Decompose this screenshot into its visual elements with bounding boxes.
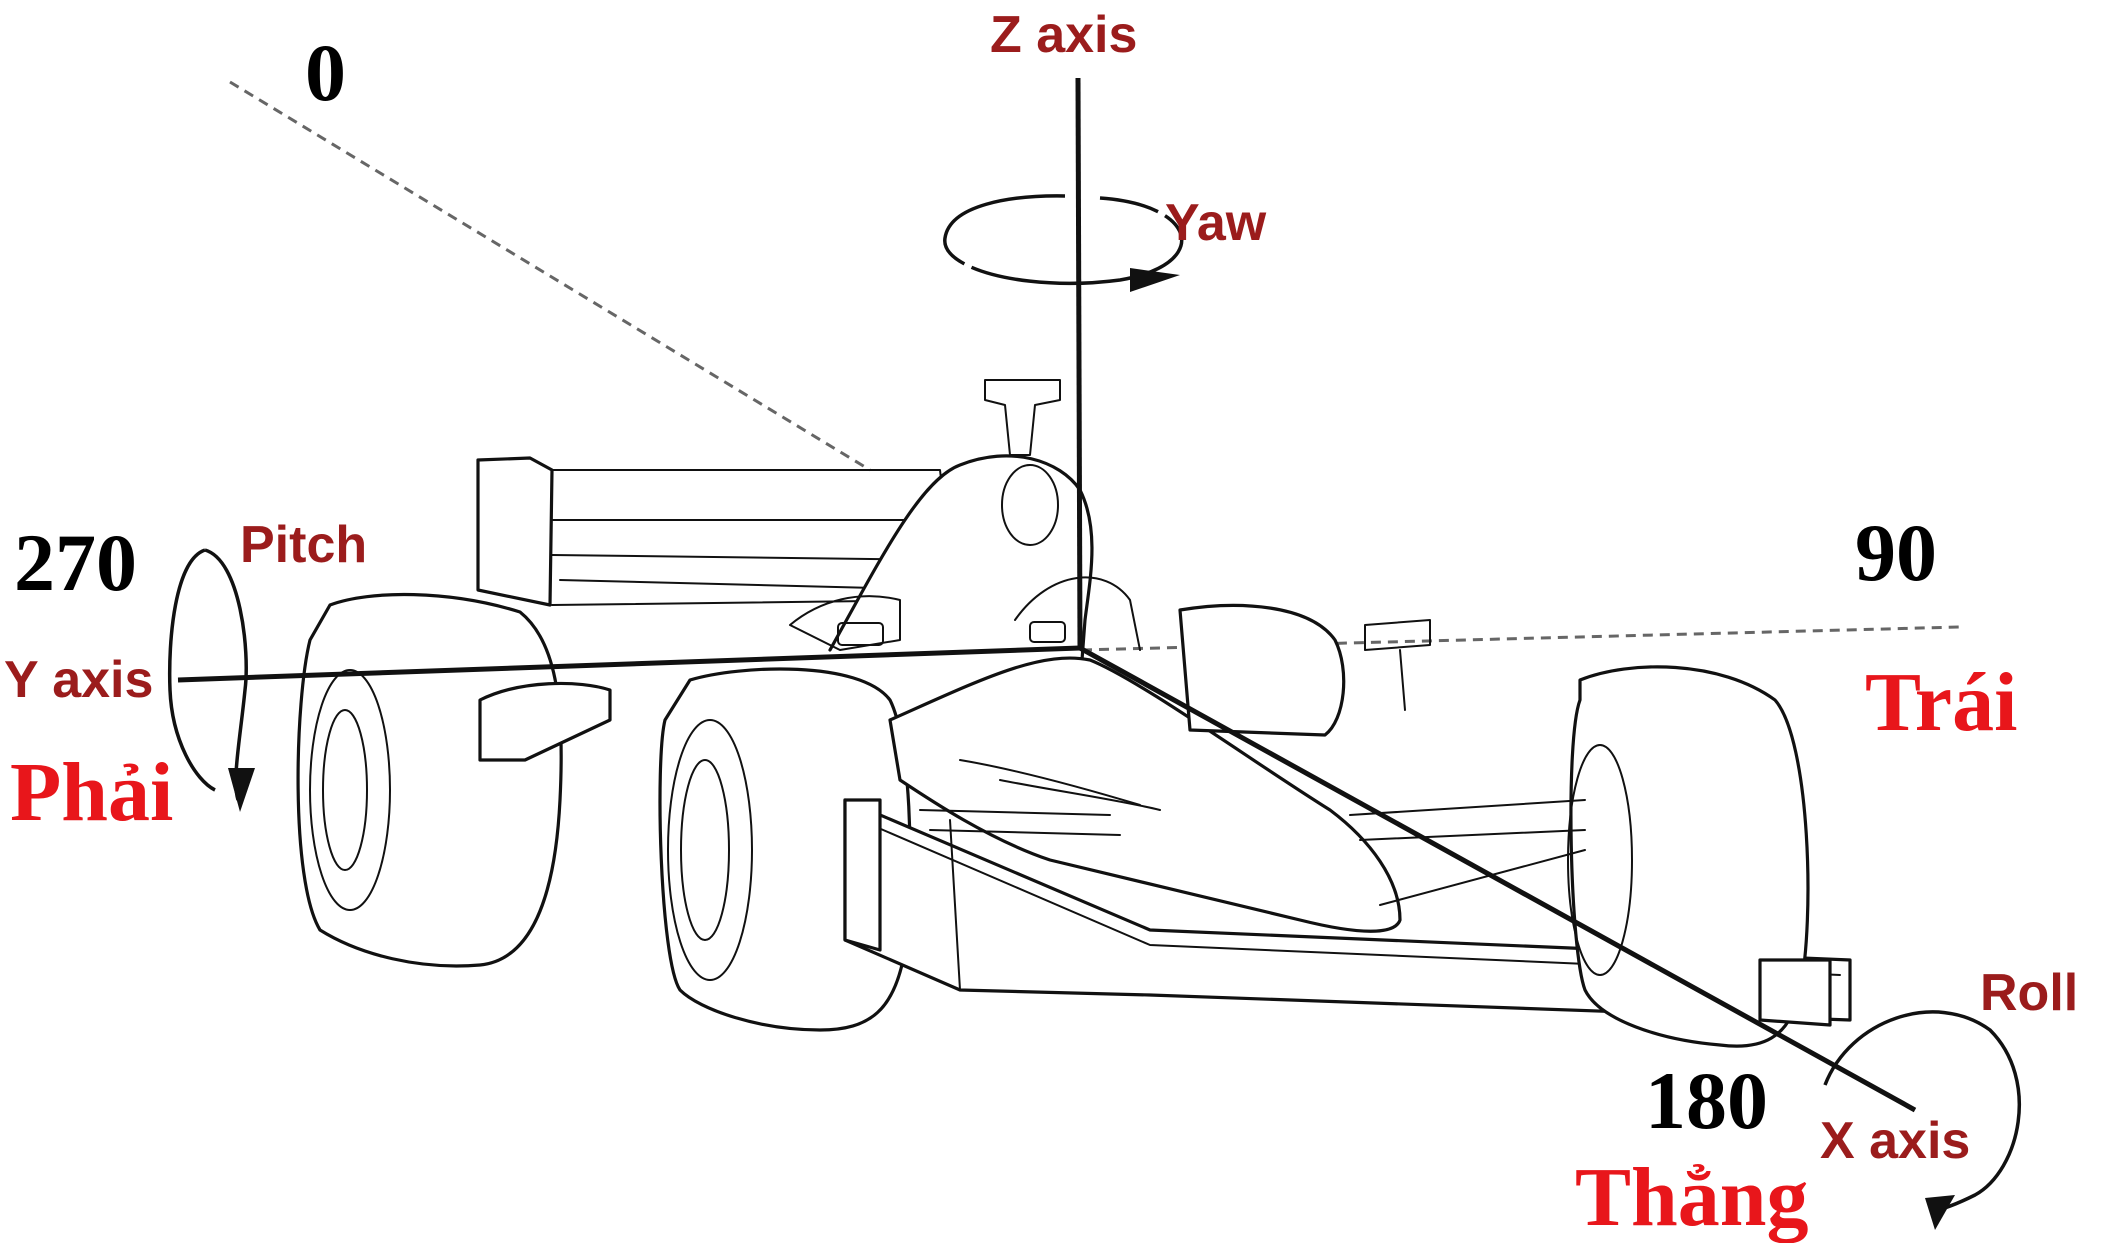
- x-axis-line: [1078, 645, 1917, 1113]
- roll-arrowhead: [1925, 1195, 1955, 1230]
- heading-180-label: 180: [1645, 1055, 1768, 1146]
- roll-rotation-arrow: [1823, 1010, 2022, 1214]
- z-axis-label: Z axis: [990, 6, 1137, 64]
- pitch-arrowhead: [228, 768, 255, 812]
- heading-270-label: 270: [14, 517, 137, 608]
- y-axis-label: Y axis: [4, 651, 153, 709]
- heading-90-label: 90: [1855, 507, 1937, 598]
- pitch-label: Pitch: [240, 516, 367, 574]
- rear-wing: [476, 456, 554, 607]
- yaw-arrowhead: [1130, 268, 1180, 292]
- yaw-label: Yaw: [1165, 194, 1267, 252]
- z-axis-line: [1075, 77, 1083, 649]
- engine-cover: [828, 454, 1094, 662]
- heading-0-label: 0: [305, 27, 346, 118]
- reference-line-0: [229, 80, 871, 472]
- direction-straight-label: Thẳng: [1575, 1151, 1808, 1243]
- x-axis-label: X axis: [1820, 1112, 1970, 1170]
- rear-right-tyre: [296, 592, 563, 968]
- race-car-drawing: [296, 379, 1852, 1048]
- roll-label: Roll: [1980, 964, 2078, 1022]
- nose-chassis: [888, 656, 1402, 933]
- y-axis-line: [177, 645, 1081, 683]
- reference-line-90: [1081, 625, 1961, 652]
- yaw-rotation-arrow: [943, 194, 1184, 286]
- direction-right-label: Phải: [10, 746, 173, 839]
- pitch-rotation-arrow: [167, 548, 248, 801]
- direction-left-label: Trái: [1865, 656, 2017, 749]
